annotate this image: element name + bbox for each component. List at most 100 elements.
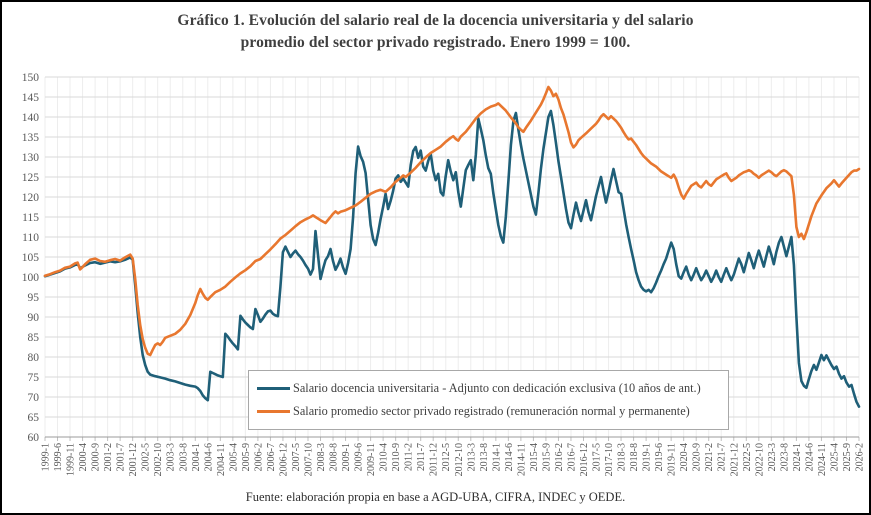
svg-text:2017-10: 2017-10 [604, 443, 615, 476]
svg-text:100: 100 [22, 272, 40, 284]
svg-text:2010-4: 2010-4 [379, 443, 390, 471]
svg-text:1999-1: 1999-1 [41, 443, 52, 471]
svg-text:2015-4: 2015-4 [529, 443, 540, 471]
series-line-docencia [43, 109, 861, 408]
svg-text:2000-4: 2000-4 [78, 443, 89, 471]
svg-text:1999-11: 1999-11 [66, 443, 77, 476]
svg-text:105: 105 [22, 252, 40, 264]
svg-text:2022-10: 2022-10 [754, 443, 765, 476]
svg-text:2019-6: 2019-6 [654, 443, 665, 471]
svg-text:95: 95 [28, 292, 40, 304]
svg-text:2001-12: 2001-12 [128, 443, 139, 476]
privado-line-swatch-icon [257, 410, 290, 413]
svg-text:2025-4: 2025-4 [829, 443, 840, 471]
chart-title-line1: Gráfico 1. Evolución del salario real de… [177, 12, 694, 29]
svg-text:150: 150 [22, 72, 40, 84]
series-line-privado [43, 85, 861, 357]
svg-text:2020-4: 2020-4 [679, 443, 690, 471]
svg-text:2009-6: 2009-6 [354, 443, 365, 471]
svg-text:85: 85 [28, 332, 40, 344]
svg-text:2004-1: 2004-1 [191, 443, 202, 471]
svg-text:145: 145 [22, 92, 40, 104]
svg-text:110: 110 [22, 232, 39, 244]
svg-text:2003-3: 2003-3 [166, 443, 177, 471]
docencia-line-swatch-icon [257, 387, 290, 390]
svg-text:2022-5: 2022-5 [742, 443, 753, 471]
svg-text:2017-5: 2017-5 [592, 443, 603, 471]
svg-text:2006-7: 2006-7 [266, 443, 277, 471]
svg-text:2011-7: 2011-7 [416, 443, 427, 471]
svg-text:2013-3: 2013-3 [466, 443, 477, 471]
svg-text:2019-11: 2019-11 [667, 443, 678, 476]
svg-text:2016-2: 2016-2 [554, 443, 565, 471]
svg-text:2004-11: 2004-11 [216, 443, 227, 476]
svg-text:2023-3: 2023-3 [767, 443, 778, 471]
svg-text:2013-8: 2013-8 [479, 443, 490, 471]
svg-text:1999-6: 1999-6 [53, 443, 64, 471]
svg-text:2001-2: 2001-2 [103, 443, 114, 471]
svg-text:125: 125 [22, 172, 40, 184]
svg-text:80: 80 [28, 352, 40, 364]
svg-text:2008-3: 2008-3 [316, 443, 327, 471]
svg-text:2006-2: 2006-2 [253, 443, 264, 471]
svg-text:2016-7: 2016-7 [566, 443, 577, 471]
svg-text:2015-9: 2015-9 [541, 443, 552, 471]
source-note: Fuente: elaboración propia en base a AGD… [245, 490, 626, 504]
svg-text:2000-9: 2000-9 [91, 443, 102, 471]
svg-text:2007-5: 2007-5 [291, 443, 302, 471]
svg-text:2025-9: 2025-9 [842, 443, 853, 471]
svg-text:2006-12: 2006-12 [278, 443, 289, 476]
svg-text:2002-10: 2002-10 [153, 443, 164, 476]
svg-text:2020-9: 2020-9 [692, 443, 703, 471]
svg-text:2018-3: 2018-3 [617, 443, 628, 471]
svg-text:115: 115 [22, 212, 39, 224]
legend-item-privado: Salario promedio sector privado registra… [257, 404, 720, 419]
legend-item-docencia: Salario docencia universitaria - Adjunto… [257, 381, 720, 396]
svg-text:135: 135 [22, 132, 40, 144]
svg-text:140: 140 [22, 112, 40, 124]
svg-text:2005-9: 2005-9 [241, 443, 252, 471]
svg-text:2021-12: 2021-12 [729, 443, 740, 476]
svg-text:2024-1: 2024-1 [792, 443, 803, 471]
svg-text:2005-4: 2005-4 [228, 443, 239, 471]
svg-text:75: 75 [28, 372, 40, 384]
svg-text:2019-1: 2019-1 [642, 443, 653, 471]
svg-text:2024-11: 2024-11 [817, 443, 828, 476]
chart-title-line2: promedio del sector privado registrado. … [240, 34, 631, 51]
x-axis-labels: 1999-1 1999-6 1999-11 2000-4 2000-9 2001-2 200… [41, 443, 866, 476]
svg-text:2007-10: 2007-10 [303, 443, 314, 476]
svg-text:65: 65 [28, 412, 40, 424]
svg-text:2010-9: 2010-9 [391, 443, 402, 471]
svg-text:2009-11: 2009-11 [366, 443, 377, 476]
svg-text:2001-7: 2001-7 [116, 443, 127, 471]
svg-text:60: 60 [28, 432, 40, 444]
y-axis-labels: 60 65 70 75 80 85 90 95 100 105 110 115 120 125 130 135… [22, 72, 40, 444]
legend-label-privado: Salario promedio sector privado registra… [293, 404, 690, 418]
svg-text:120: 120 [22, 192, 40, 204]
svg-text:2009-1: 2009-1 [341, 443, 352, 471]
legend-label-docencia: Salario docencia universitaria - Adjunto… [293, 381, 701, 395]
svg-text:2024-6: 2024-6 [804, 443, 815, 471]
svg-text:2014-1: 2014-1 [491, 443, 502, 471]
svg-text:70: 70 [28, 392, 40, 404]
svg-text:2012-5: 2012-5 [441, 443, 452, 471]
svg-text:2023-8: 2023-8 [779, 443, 790, 471]
svg-text:90: 90 [28, 312, 40, 324]
svg-text:2011-12: 2011-12 [429, 443, 440, 476]
svg-text:2014-11: 2014-11 [516, 443, 527, 476]
svg-text:2002-5: 2002-5 [141, 443, 152, 471]
chart-legend: Salario docencia universitaria - Adjunto… [248, 370, 729, 430]
svg-text:2011-2: 2011-2 [404, 443, 415, 471]
svg-text:2018-8: 2018-8 [629, 443, 640, 471]
svg-text:2021-7: 2021-7 [717, 443, 728, 471]
svg-text:2026-2: 2026-2 [855, 443, 866, 471]
svg-text:2004-6: 2004-6 [203, 443, 214, 471]
svg-text:2003-8: 2003-8 [178, 443, 189, 471]
svg-text:130: 130 [22, 152, 40, 164]
svg-text:2012-10: 2012-10 [454, 443, 465, 476]
svg-text:2008-8: 2008-8 [329, 443, 340, 471]
svg-text:2016-12: 2016-12 [579, 443, 590, 476]
svg-text:2014-6: 2014-6 [504, 443, 515, 471]
